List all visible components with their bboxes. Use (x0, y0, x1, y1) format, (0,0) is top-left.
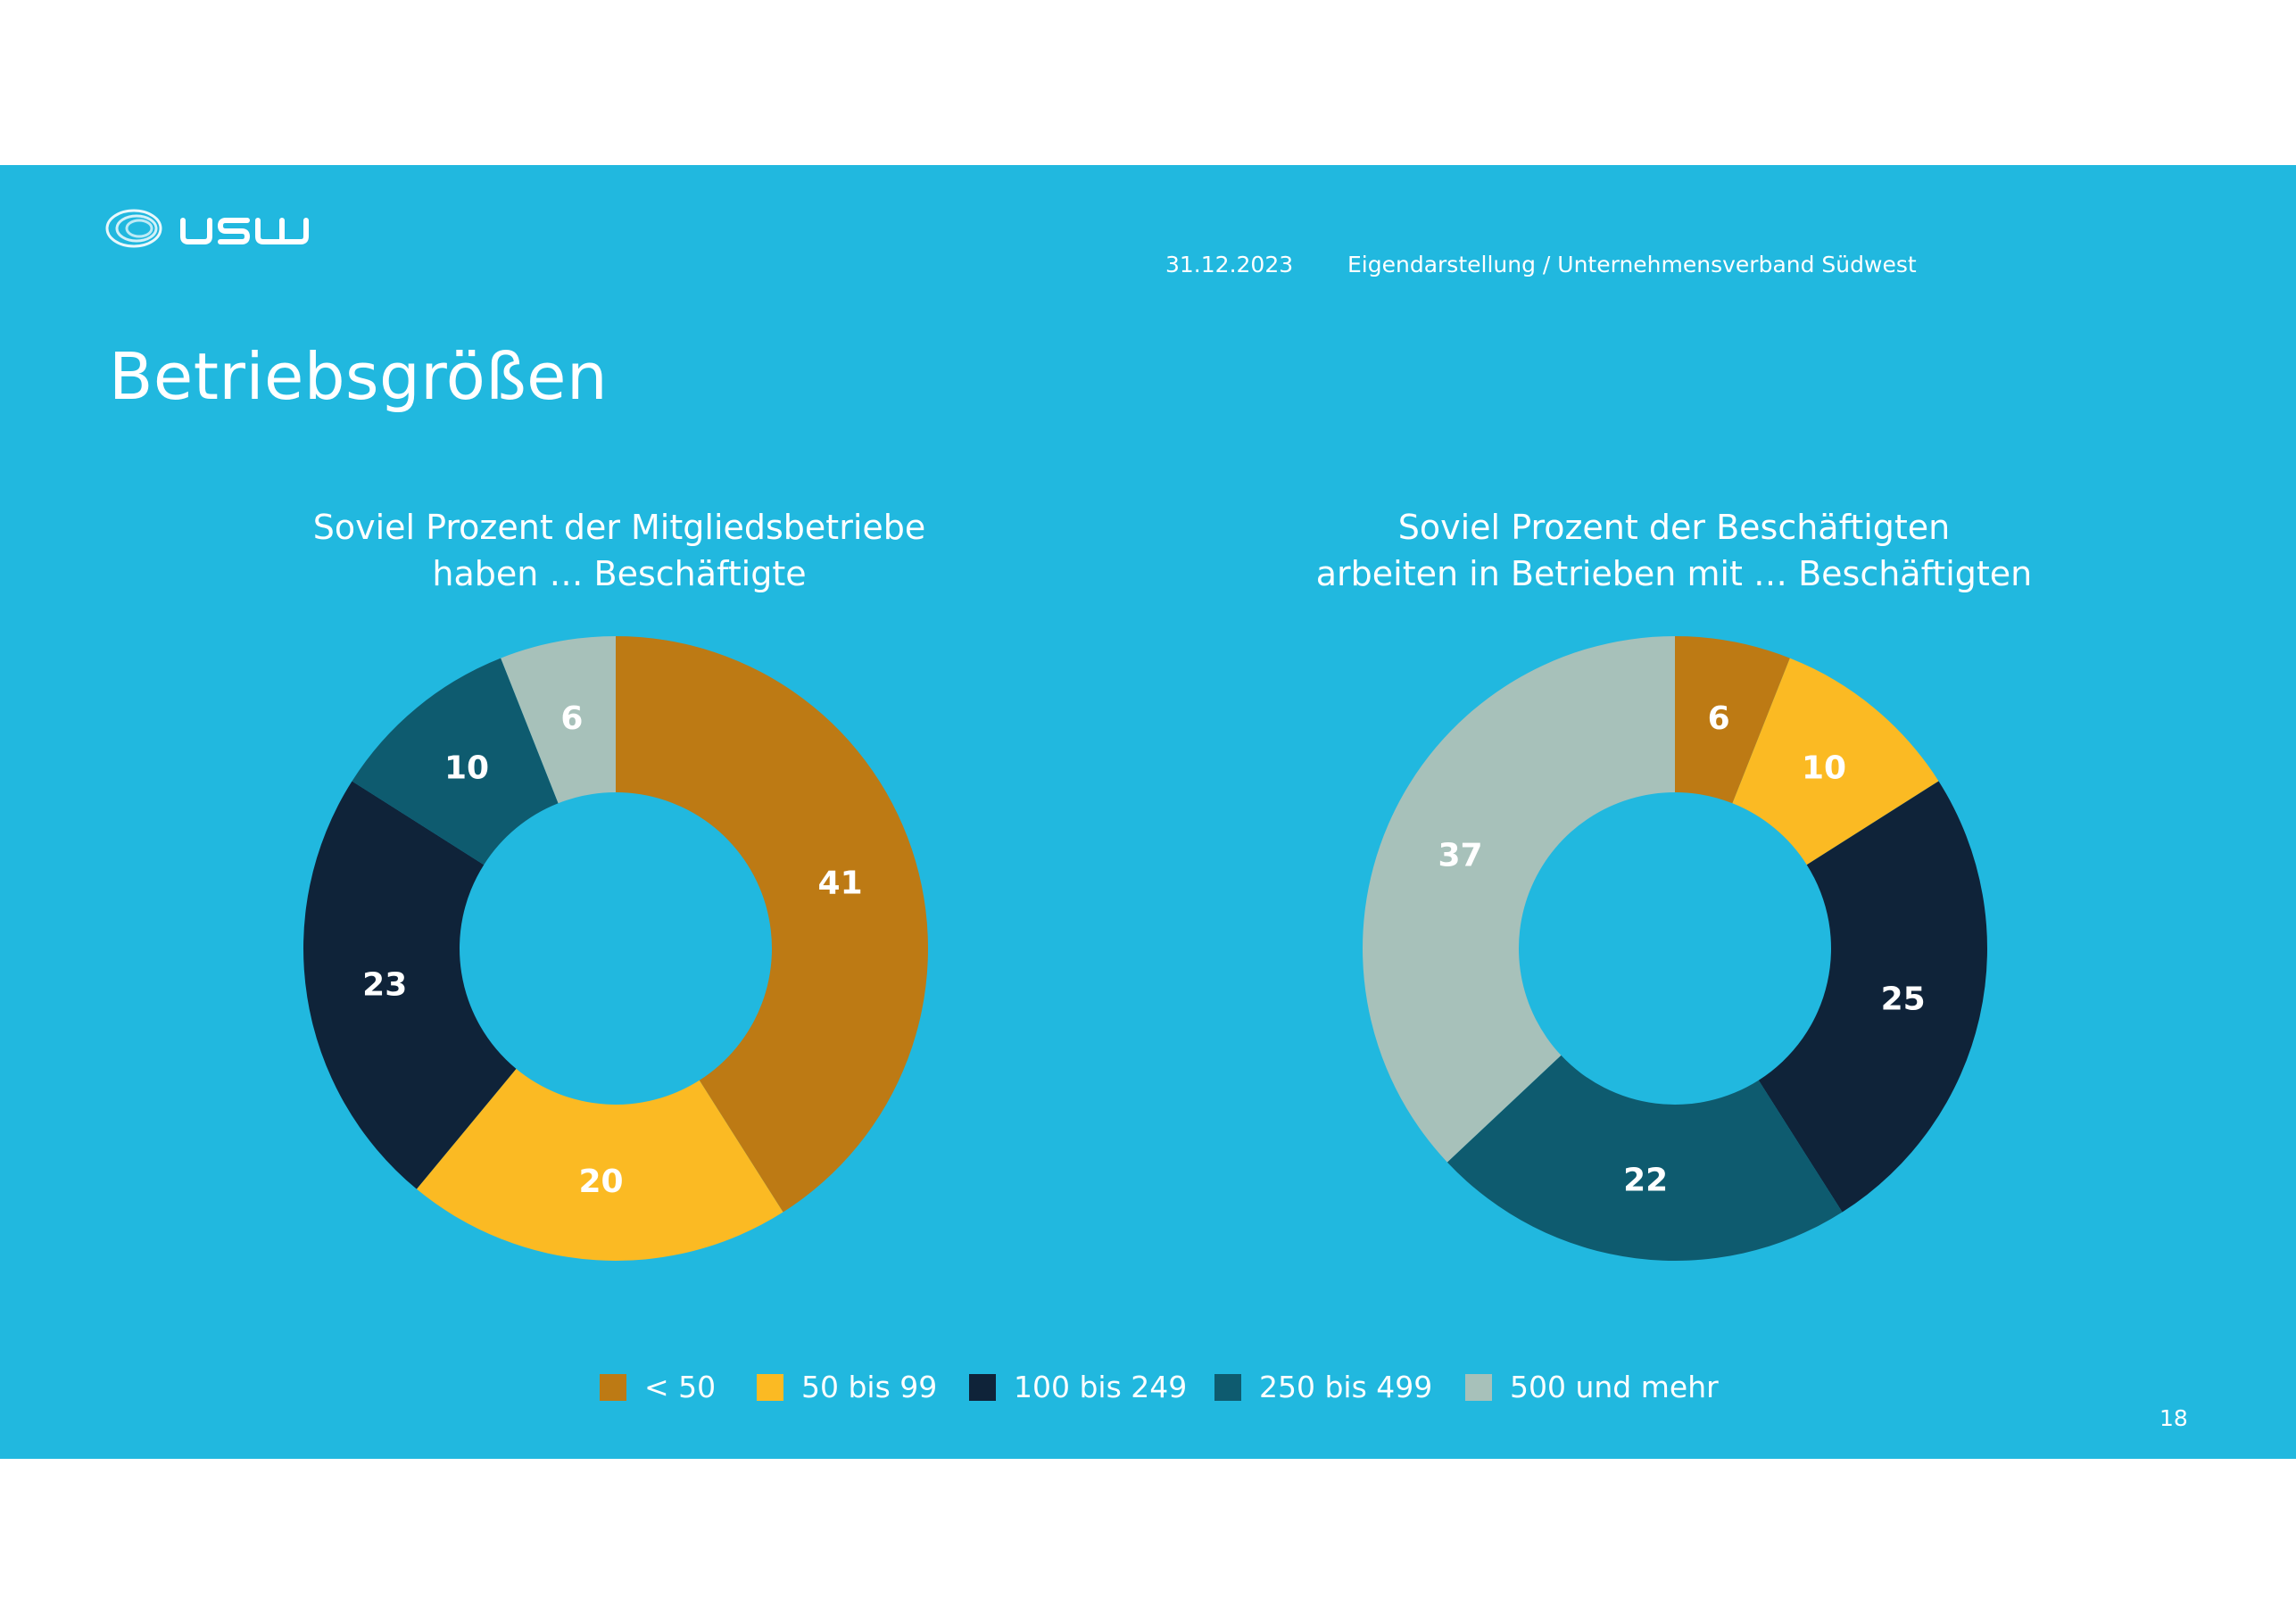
left-chart-title: Soviel Prozent der Mitgliedsbetriebe hab… (173, 504, 1065, 597)
donut-slice-2-3 (1758, 781, 1987, 1213)
donut-slice-2-5 (1363, 636, 1675, 1163)
donut-slice-2-2 (1732, 658, 1939, 865)
legend-swatch-5 (1465, 1373, 1492, 1401)
legend-item-3: 100 bis 249 (969, 1370, 1187, 1404)
donut-slice-1-2 (416, 1068, 783, 1261)
legend-item-2: 50 bis 99 (757, 1370, 937, 1404)
legend-label-4: 250 bis 499 (1259, 1370, 1433, 1404)
donut-slice-1-1 (616, 636, 928, 1213)
legend-swatch-1 (600, 1373, 626, 1401)
left-donut-chart: 41 20 23 10 6 (303, 636, 928, 1261)
donut-slice-1-4 (352, 658, 559, 865)
legend-item-5: 500 und mehr (1465, 1370, 1719, 1404)
legend-item-1: < 50 (600, 1370, 716, 1404)
legend-swatch-3 (969, 1373, 996, 1401)
legend-item-4: 250 bis 499 (1214, 1370, 1432, 1404)
legend-label-1: < 50 (644, 1370, 717, 1404)
donut-data-label-2-5: 37 (1438, 837, 1482, 874)
legend-swatch-4 (1214, 1373, 1241, 1401)
legend-label-5: 500 und mehr (1510, 1370, 1719, 1404)
donut-data-label-1-5: 6 (560, 700, 583, 737)
usw-logo (104, 201, 354, 256)
page-title: Betriebsgrößen (109, 339, 609, 414)
legend-label-2: 50 bis 99 (801, 1370, 938, 1404)
left-chart-title-line-1: Soviel Prozent der Mitgliedsbetriebe (312, 508, 926, 547)
donut-data-label-2-4: 22 (1623, 1162, 1668, 1198)
donut-slice-2-4 (1446, 1055, 1843, 1261)
legend-label-3: 100 bis 249 (1014, 1370, 1188, 1404)
donut-data-label-1-3: 23 (362, 966, 407, 1003)
page-number: 18 (2159, 1405, 2188, 1431)
chart-legend: < 50 50 bis 99 100 bis 249 250 bis 499 500 u… (0, 1370, 2296, 1405)
donut-slice-1-5 (501, 636, 616, 804)
donut-data-label-2-3: 25 (1881, 981, 1926, 1018)
donut-data-label-1-2: 20 (578, 1163, 623, 1200)
right-chart-title-line-1: Soviel Prozent der Beschäftigten (1397, 508, 1951, 547)
date-label: 31.12.2023 (1165, 252, 1294, 277)
donut-data-label-2-1: 6 (1708, 700, 1730, 737)
right-donut-chart: 6 10 25 22 37 (1363, 636, 1987, 1261)
donut-slice-2-1 (1675, 636, 1790, 804)
right-chart-title: Soviel Prozent der Beschäftigten arbeite… (1228, 504, 2120, 597)
left-chart-title-line-2: haben … Beschäftigte (432, 554, 807, 593)
donut-slice-1-3 (303, 781, 517, 1189)
legend-swatch-2 (757, 1373, 783, 1401)
donut-data-label-1-1: 41 (818, 865, 863, 901)
source-label: Eigendarstellung / Unternehmensverband S… (1347, 252, 1917, 277)
donut-data-label-1-4: 10 (444, 750, 489, 787)
right-chart-title-line-2: arbeiten in Betrieben mit … Beschäftigte… (1315, 554, 2033, 593)
donut-data-label-2-2: 10 (1802, 750, 1846, 787)
